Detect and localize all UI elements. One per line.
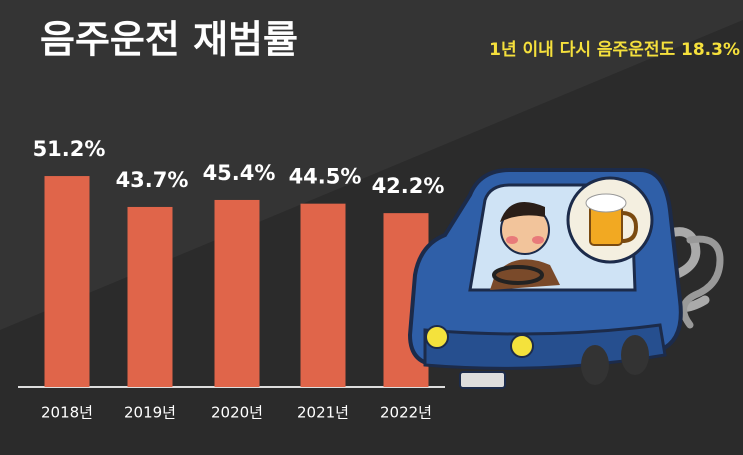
wheel: [621, 335, 649, 375]
cheek: [506, 236, 518, 244]
beer-foam: [585, 193, 627, 213]
cheek: [532, 236, 544, 244]
value-label: 42.2%: [372, 174, 445, 198]
bar: [44, 176, 90, 387]
car-illustration: [407, 168, 724, 389]
background-band: [0, 0, 743, 330]
x-tick-label: 2018년: [41, 404, 93, 422]
chart-subtitle: 1년 이내 다시 음주운전도 18.3%: [489, 40, 740, 60]
bar: [300, 203, 346, 387]
mug-handle: [621, 211, 639, 243]
driver-hair: [500, 202, 545, 222]
headlight: [510, 334, 534, 358]
value-label: 51.2%: [33, 137, 106, 161]
headlight: [425, 325, 449, 349]
value-label: 43.7%: [116, 168, 189, 192]
smoke: [680, 235, 724, 329]
wheel: [581, 345, 609, 385]
chart-title: 음주운전 재범률: [40, 18, 298, 62]
x-tick-label: 2022년: [380, 404, 432, 422]
x-tick-label: 2019년: [124, 404, 176, 422]
x-tick-label: 2021년: [297, 404, 349, 422]
value-label: 44.5%: [289, 165, 362, 189]
bar: [127, 206, 173, 387]
value-label: 45.4%: [203, 161, 276, 185]
x-tick-label: 2020년: [211, 404, 263, 422]
bar: [214, 199, 260, 387]
license-plate: [459, 371, 506, 389]
steering-wheel: [492, 265, 544, 285]
